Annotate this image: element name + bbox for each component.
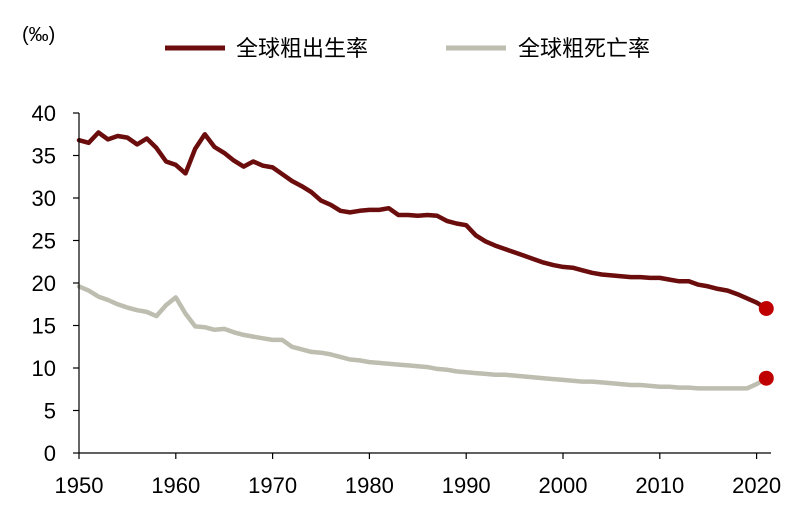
x-tick-label: 1980: [345, 473, 394, 498]
y-tick-label: 40: [32, 101, 56, 126]
series-layer: [76, 130, 774, 391]
y-tick-label: 35: [32, 144, 56, 169]
x-tick-label: 1950: [55, 473, 104, 498]
death-rate-line: [76, 284, 769, 391]
x-tick-label: 2000: [539, 473, 588, 498]
x-tick-label: 1960: [151, 473, 200, 498]
death-rate-end-point: [758, 370, 774, 386]
y-tick-label: 5: [44, 399, 56, 424]
birth-rate-line: [76, 130, 769, 311]
x-tick-label: 2010: [635, 473, 684, 498]
y-tick-label: 20: [32, 271, 56, 296]
legend-label-death-rate: 全球粗死亡率: [518, 37, 650, 62]
x-tick-label: 2020: [732, 473, 781, 498]
y-tick-label: 30: [32, 186, 56, 211]
y-tick-label: 10: [32, 356, 56, 381]
y-axis-ticks: 0 5 10 15 20 25 30 35 40: [32, 101, 79, 466]
y-tick-label: 0: [44, 441, 56, 466]
legend-label-birth-rate: 全球粗出生率: [236, 37, 368, 62]
x-tick-label: 1990: [442, 473, 491, 498]
y-tick-label: 15: [32, 314, 56, 339]
y-axis-unit-label: (‰): [22, 24, 55, 46]
x-axis-ticks: 1950 1960 1970 1980 1990 2000 2010 2020: [55, 453, 781, 498]
birth-rate-end-point: [758, 301, 774, 316]
y-tick-label: 25: [32, 229, 56, 254]
legend: 全球粗出生率 全球粗死亡率: [165, 37, 650, 62]
x-tick-label: 1970: [248, 473, 297, 498]
